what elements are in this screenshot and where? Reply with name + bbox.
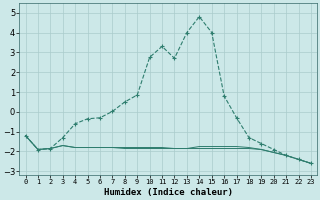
X-axis label: Humidex (Indice chaleur): Humidex (Indice chaleur): [104, 188, 233, 197]
